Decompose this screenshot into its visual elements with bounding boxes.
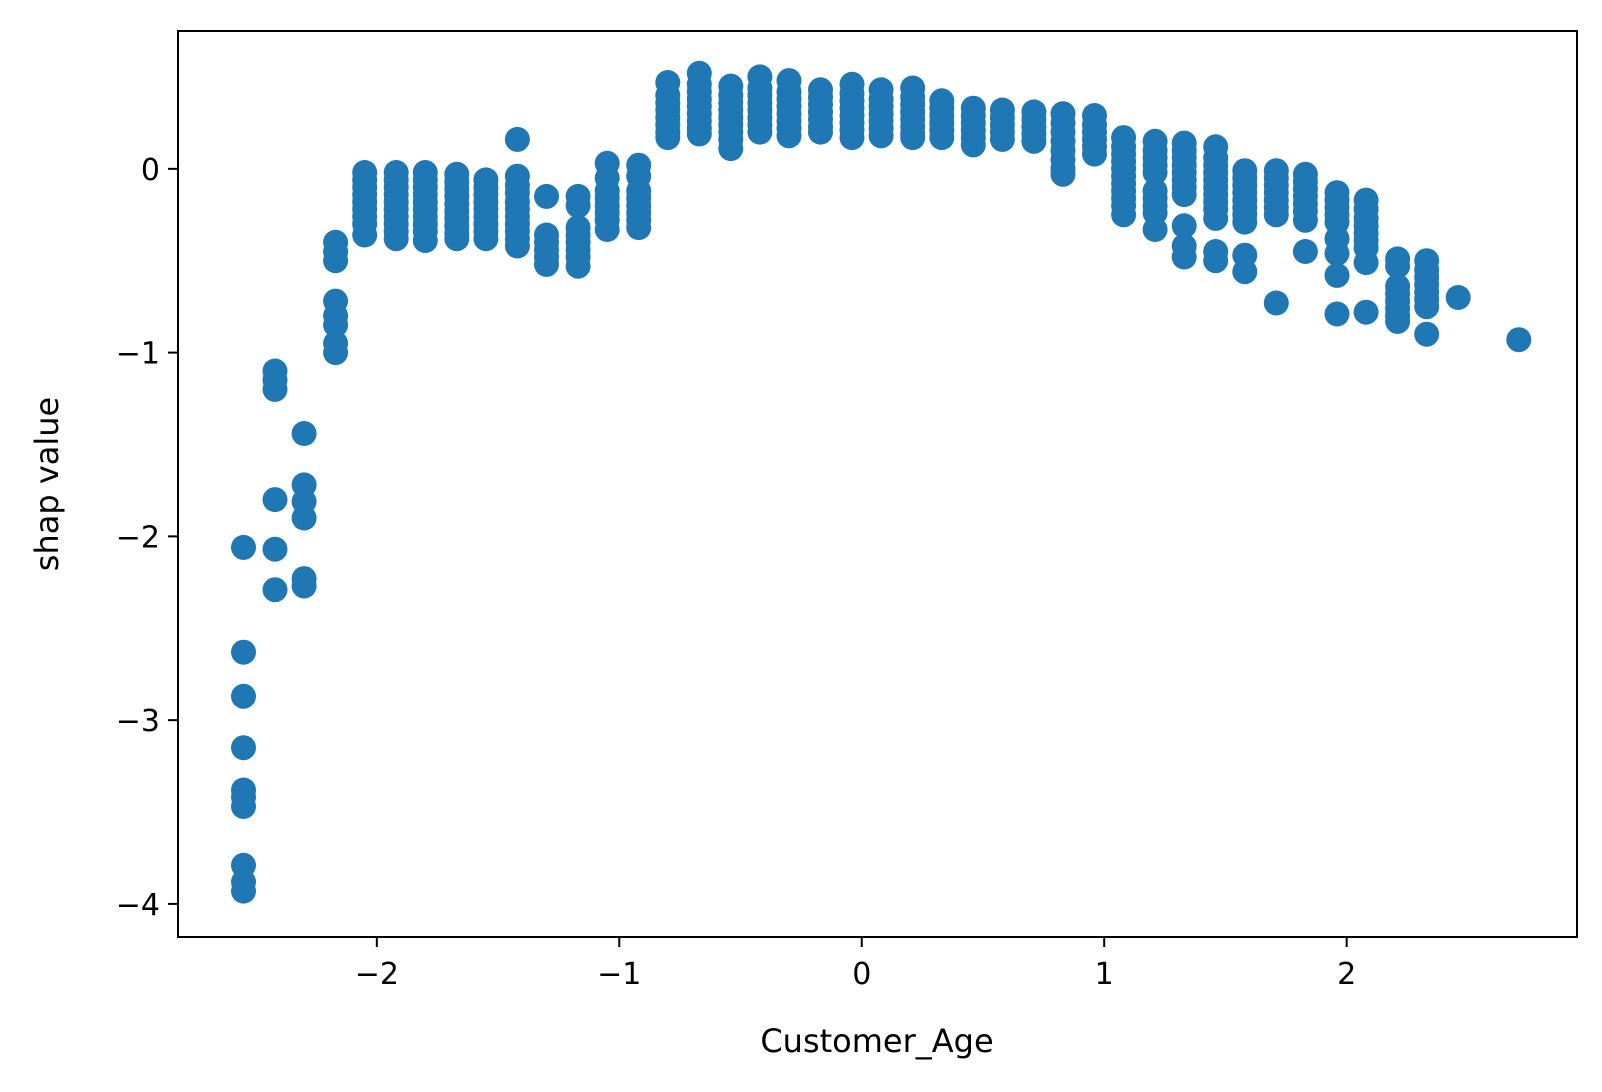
x-tick-label: −1 (597, 957, 641, 992)
data-point (900, 125, 926, 151)
data-point (808, 119, 833, 145)
y-tick-label: −4 (116, 888, 160, 923)
x-tick-label: 1 (1095, 957, 1114, 992)
data-point (444, 226, 470, 252)
data-point (262, 536, 288, 562)
data-point (231, 794, 256, 819)
data-point (323, 248, 349, 274)
data-point (594, 217, 620, 242)
data-point (929, 125, 955, 151)
data-point (718, 136, 744, 162)
x-tick-label: −2 (355, 957, 399, 992)
y-tick-label: −3 (116, 704, 160, 739)
data-point (262, 487, 288, 513)
y-tick-label: −2 (116, 520, 160, 555)
data-point (1385, 308, 1411, 334)
data-point (960, 132, 986, 158)
data-point (1353, 299, 1379, 325)
data-point (323, 312, 349, 338)
data-point (868, 123, 894, 149)
y-axis-label: shap value (28, 397, 66, 571)
data-point (776, 123, 802, 149)
data-point (291, 573, 317, 599)
y-tick-label: 0 (141, 153, 160, 188)
data-point (231, 735, 256, 761)
data-point (839, 125, 865, 151)
data-point (1324, 262, 1350, 288)
data-point (1171, 213, 1197, 239)
data-point (1324, 240, 1350, 266)
data-points (231, 60, 1532, 904)
data-point (1203, 205, 1229, 231)
data-point (262, 376, 288, 402)
data-point (1292, 207, 1318, 233)
y-tick-label: −1 (116, 337, 160, 372)
data-point (626, 215, 652, 241)
data-point (1414, 321, 1440, 347)
plot-area-frame (177, 30, 1578, 938)
data-point (1445, 285, 1471, 310)
data-point (1050, 161, 1076, 187)
data-point (383, 226, 409, 252)
data-point (534, 183, 559, 209)
data-point (231, 534, 256, 560)
data-point (1292, 239, 1318, 264)
data-point (1506, 327, 1532, 353)
data-point (1414, 294, 1440, 320)
data-point (1263, 290, 1289, 316)
data-point (1142, 160, 1168, 185)
data-point (1171, 182, 1197, 208)
data-point (231, 639, 256, 665)
data-point (504, 126, 530, 152)
y-axis-ticks: 0 −1 −2 −3 −4 (116, 153, 178, 923)
data-point (231, 878, 256, 904)
data-point (1353, 250, 1379, 276)
data-point (1021, 128, 1047, 154)
data-point (231, 683, 256, 709)
data-point (1171, 244, 1197, 270)
data-point (1232, 259, 1258, 285)
data-point (1385, 253, 1411, 279)
data-point (352, 222, 378, 248)
data-point (989, 126, 1015, 152)
data-point (565, 253, 591, 279)
data-point (655, 125, 681, 151)
data-point (1142, 217, 1168, 242)
data-point (1263, 202, 1289, 228)
data-point (686, 121, 712, 147)
data-point (262, 577, 288, 603)
x-tick-label: 0 (852, 957, 871, 992)
data-point (1324, 301, 1350, 327)
x-axis-label: Customer_Age (760, 1022, 993, 1060)
data-point (565, 193, 591, 219)
data-point (1203, 248, 1229, 274)
data-point (291, 505, 317, 531)
data-point (412, 228, 438, 253)
data-point (291, 421, 317, 446)
x-tick-label: 2 (1337, 957, 1356, 992)
data-point (1111, 202, 1137, 228)
data-point (1232, 209, 1258, 235)
data-point (534, 251, 559, 277)
data-point (747, 119, 773, 145)
x-axis-ticks: −2 −1 0 1 2 (355, 937, 1356, 992)
data-point (473, 226, 499, 252)
data-point (504, 233, 530, 259)
data-point (1082, 141, 1107, 167)
data-point (323, 340, 349, 366)
